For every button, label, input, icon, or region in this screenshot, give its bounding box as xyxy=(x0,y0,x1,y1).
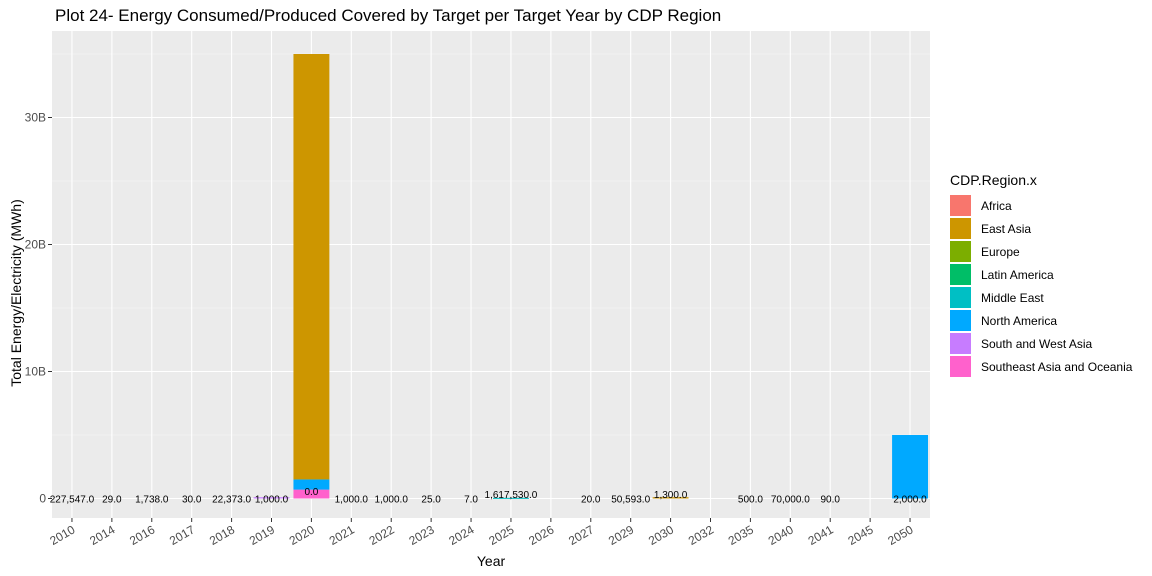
data-label: 29.0 xyxy=(102,495,122,506)
data-label: 7.0 xyxy=(464,495,478,506)
legend-title: CDP.Region.x xyxy=(950,172,1037,188)
legend-label: Middle East xyxy=(981,290,1044,305)
x-tick-label: 2017 xyxy=(167,522,197,548)
x-tick-label: 2024 xyxy=(446,522,476,548)
x-tick-label: 2025 xyxy=(486,522,516,548)
legend-item: North America xyxy=(950,309,1132,332)
data-label: 1,617,530.0 xyxy=(485,490,538,501)
x-tick-label: 2045 xyxy=(846,522,876,548)
legend-key xyxy=(950,241,971,262)
data-label: 50,593.0 xyxy=(611,495,650,506)
legend-key xyxy=(950,264,971,285)
x-tick-label: 2010 xyxy=(47,522,77,548)
legend-label: South and West Asia xyxy=(981,336,1093,351)
chart-title: Plot 24- Energy Consumed/Produced Covere… xyxy=(55,6,722,25)
data-label: 90.0 xyxy=(820,495,840,506)
data-label: 1,738.0 xyxy=(135,495,169,506)
legend-item: East Asia xyxy=(950,217,1132,240)
legend-item: Africa xyxy=(950,194,1132,217)
plot-panel xyxy=(52,31,930,518)
x-tick-label: 2018 xyxy=(207,522,237,548)
x-tick-label: 2029 xyxy=(606,522,636,548)
data-label: 30.0 xyxy=(182,495,202,506)
data-label: 1,000.0 xyxy=(255,495,289,506)
legend-key xyxy=(950,287,971,308)
legend: CDP.Region.x Africa East Asia Europe Latin … xyxy=(950,172,1132,378)
data-label: 2,000.0 xyxy=(893,495,927,506)
data-label: 227,547.0 xyxy=(50,495,95,506)
legend-label: Latin America xyxy=(981,267,1054,282)
data-label: 1,000.0 xyxy=(335,495,369,506)
bar xyxy=(652,497,689,499)
legend-items: Africa East Asia Europe Latin America Middle… xyxy=(950,194,1132,378)
bar xyxy=(892,435,929,499)
y-tick-label: 10B xyxy=(25,365,46,379)
x-tick-label: 2050 xyxy=(885,522,915,548)
bar xyxy=(293,54,330,480)
bar xyxy=(293,479,330,490)
x-tick-label: 2026 xyxy=(526,522,556,548)
legend-key xyxy=(950,218,971,239)
legend-key xyxy=(950,333,971,354)
bar xyxy=(253,497,290,499)
y-tick-label: 0 xyxy=(39,492,46,506)
bar xyxy=(492,497,529,499)
x-tick-label: 2021 xyxy=(327,522,357,548)
legend-item: Latin America xyxy=(950,263,1132,286)
x-tick-label: 2030 xyxy=(646,522,676,548)
legend-key xyxy=(950,356,971,377)
data-label: 25.0 xyxy=(421,495,441,506)
legend-key xyxy=(950,195,971,216)
x-tick-label: 2035 xyxy=(726,522,756,548)
x-tick-label: 2019 xyxy=(247,522,277,548)
x-tick-label: 2027 xyxy=(566,522,596,548)
data-label: 22,373.0 xyxy=(212,495,251,506)
x-tick-label: 2023 xyxy=(407,522,437,548)
legend-label: Africa xyxy=(981,198,1012,213)
x-tick-label: 2016 xyxy=(127,522,157,548)
x-tick-label: 2020 xyxy=(287,522,317,548)
legend-label: East Asia xyxy=(981,221,1032,236)
x-tick-label: 2041 xyxy=(806,522,836,548)
legend-item: Middle East xyxy=(950,286,1132,309)
x-tick-label: 2014 xyxy=(87,522,117,548)
legend-item: South and West Asia xyxy=(950,332,1132,355)
legend-label: Europe xyxy=(981,244,1020,259)
legend-label: North America xyxy=(981,313,1058,328)
data-label: 20.0 xyxy=(581,495,601,506)
data-label: 70,000.0 xyxy=(771,495,810,506)
legend-item: Europe xyxy=(950,240,1132,263)
data-label: 1,300.0 xyxy=(654,490,688,501)
y-tick-label: 30B xyxy=(25,111,46,125)
x-tick-label: 2032 xyxy=(686,522,716,548)
x-axis-label: Year xyxy=(476,553,506,569)
x-tick-label: 2022 xyxy=(367,522,397,548)
legend-key xyxy=(950,310,971,331)
bar xyxy=(293,489,330,499)
legend-item: Southeast Asia and Oceania xyxy=(950,355,1132,378)
data-label: 1,000.0 xyxy=(375,495,409,506)
x-tick-label: 2040 xyxy=(766,522,796,548)
legend-label: Southeast Asia and Oceania xyxy=(981,359,1133,374)
y-tick-label: 20B xyxy=(25,238,46,252)
data-label: 0.0 xyxy=(304,487,318,498)
data-label: 500.0 xyxy=(738,495,763,506)
